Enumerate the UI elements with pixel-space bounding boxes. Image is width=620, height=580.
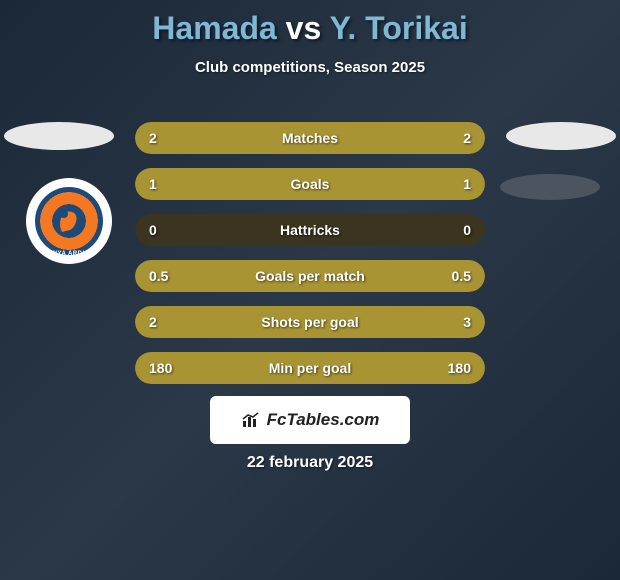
- stat-row: 0 0 Hattricks: [135, 214, 485, 246]
- stat-row: 0.5 0.5 Goals per match: [135, 260, 485, 292]
- stat-row: 2 2 Matches: [135, 122, 485, 154]
- stat-value-left: 2: [149, 314, 157, 330]
- stat-label: Min per goal: [269, 360, 351, 376]
- stat-value-right: 0: [463, 222, 471, 238]
- placeholder-ellipse-top-left: [4, 122, 114, 150]
- stat-value-right: 0.5: [452, 268, 471, 284]
- stat-value-right: 3: [463, 314, 471, 330]
- squirrel-icon: [52, 204, 86, 238]
- placeholder-ellipse-top-right: [506, 122, 616, 150]
- stat-value-right: 2: [463, 130, 471, 146]
- stat-value-right: 1: [463, 176, 471, 192]
- stat-value-left: 0: [149, 222, 157, 238]
- subtitle: Club competitions, Season 2025: [0, 59, 620, 76]
- stat-row: 2 3 Shots per goal: [135, 306, 485, 338]
- stat-value-left: 0.5: [149, 268, 168, 284]
- stat-label: Hattricks: [280, 222, 340, 238]
- club-logo: OMIYA ARDIJA: [26, 178, 112, 264]
- stat-label: Goals: [291, 176, 330, 192]
- club-logo-text: OMIYA ARDIJA: [45, 251, 94, 257]
- comparison-title: Hamada vs Y. Torikai: [0, 0, 620, 47]
- stat-label: Shots per goal: [261, 314, 358, 330]
- stat-value-left: 180: [149, 360, 172, 376]
- chart-icon: [241, 411, 263, 429]
- vs-text: vs: [286, 10, 322, 46]
- stat-value-left: 1: [149, 176, 157, 192]
- stat-row: 1 1 Goals: [135, 168, 485, 200]
- stat-bar-left: [135, 168, 310, 200]
- brand-badge[interactable]: FcTables.com: [210, 396, 410, 444]
- stat-value-right: 180: [448, 360, 471, 376]
- brand-text: FcTables.com: [267, 410, 380, 430]
- stat-value-left: 2: [149, 130, 157, 146]
- stat-label: Goals per match: [255, 268, 365, 284]
- placeholder-ellipse-right: [500, 174, 600, 200]
- date-text: 22 february 2025: [247, 454, 373, 472]
- stat-label: Matches: [282, 130, 338, 146]
- stat-row: 180 180 Min per goal: [135, 352, 485, 384]
- stat-bar-right: [310, 168, 485, 200]
- club-logo-inner: OMIYA ARDIJA: [35, 187, 103, 255]
- player2-name: Y. Torikai: [330, 10, 468, 46]
- stats-container: 2 2 Matches 1 1 Goals 0 0 Hattricks 0.5 0.5 Goals p…: [135, 122, 485, 398]
- player1-name: Hamada: [152, 10, 277, 46]
